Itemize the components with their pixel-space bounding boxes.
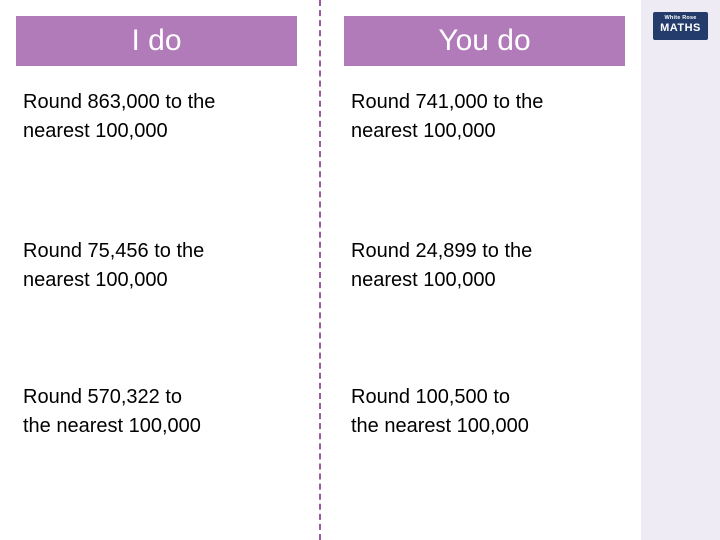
white-rose-maths-logo: White Rose MATHS [653, 12, 708, 40]
i-do-header: I do [16, 16, 297, 66]
i-do-question-2: Round 75,456 to the nearest 100,000 [23, 240, 205, 291]
i-do-question-3: Round 570,322 to the nearest 100,000 [23, 386, 201, 437]
you-do-question-2: Round 24,899 to the nearest 100,000 [351, 240, 533, 291]
you-do-header: You do [344, 16, 625, 66]
right-sidebar [641, 0, 720, 540]
you-do-question-1: Round 741,000 to the nearest 100,000 [351, 91, 544, 142]
i-do-question-1: Round 863,000 to the nearest 100,000 [23, 91, 216, 142]
logo-line1: White Rose [664, 15, 697, 21]
you-do-question-3: Round 100,500 to the nearest 100,000 [351, 386, 529, 437]
logo-line2: MATHS [660, 22, 701, 34]
column-divider [319, 0, 321, 540]
